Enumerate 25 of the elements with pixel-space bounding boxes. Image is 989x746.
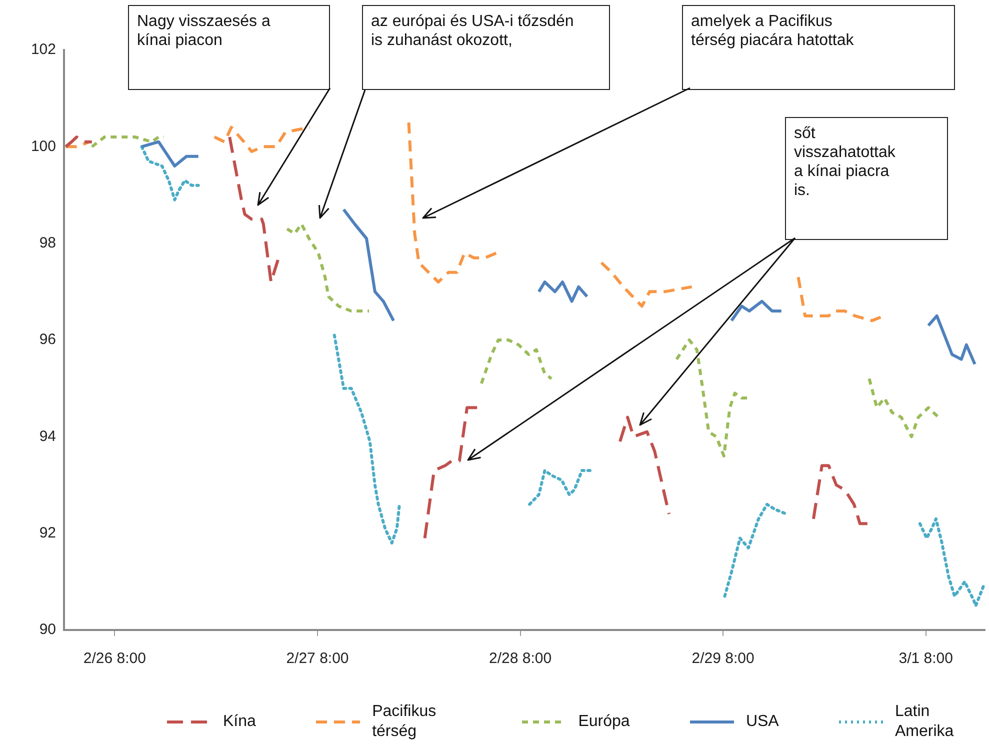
x-tick-label: 2/26 8:00 [83, 650, 146, 668]
y-tick-label: 100 [30, 138, 56, 155]
legend-label: Latin Amerika [894, 702, 955, 742]
y-tick-label: 96 [39, 331, 56, 348]
y-tick-label: 90 [39, 621, 56, 638]
annotation: az európai és USA-i tőzsdén is zuhanást okozott, [371, 12, 575, 50]
x-tick-label: 2/29 8:00 [692, 650, 754, 668]
callout-box: amelyek a Pacifikus térség piacára hatottak [682, 5, 955, 90]
x-tick-label: 3/1 8:00 [898, 650, 953, 668]
annotation: Nagy visszaesés a kínai piacon [137, 12, 272, 50]
x-tick-label: 2/28 8:00 [488, 650, 552, 668]
annotation: sőt visszahatottak a kínai piacra is. [794, 124, 896, 200]
callout-box: az európai és USA-i tőzsdén is zuhanást okozott, [362, 5, 610, 90]
legend-label: Pacifikus térség [372, 702, 438, 742]
legend-label: USA [746, 712, 779, 732]
y-tick-label: 98 [39, 234, 56, 252]
callout-box: Nagy visszaesés a kínai piacon [128, 5, 330, 90]
y-tick-label: 94 [39, 428, 56, 445]
legend-label: Európa [578, 712, 630, 732]
y-tick-label: 102 [30, 41, 56, 58]
annotation: amelyek a Pacifikus térség piacára hatottak [691, 12, 855, 50]
x-tick-label: 2/27 8:00 [286, 650, 349, 668]
y-tick-label: 92 [39, 524, 56, 542]
legend-label: Kína [223, 712, 256, 732]
callout-box: sőt visszahatottak a kínai piacra is. [785, 117, 948, 240]
